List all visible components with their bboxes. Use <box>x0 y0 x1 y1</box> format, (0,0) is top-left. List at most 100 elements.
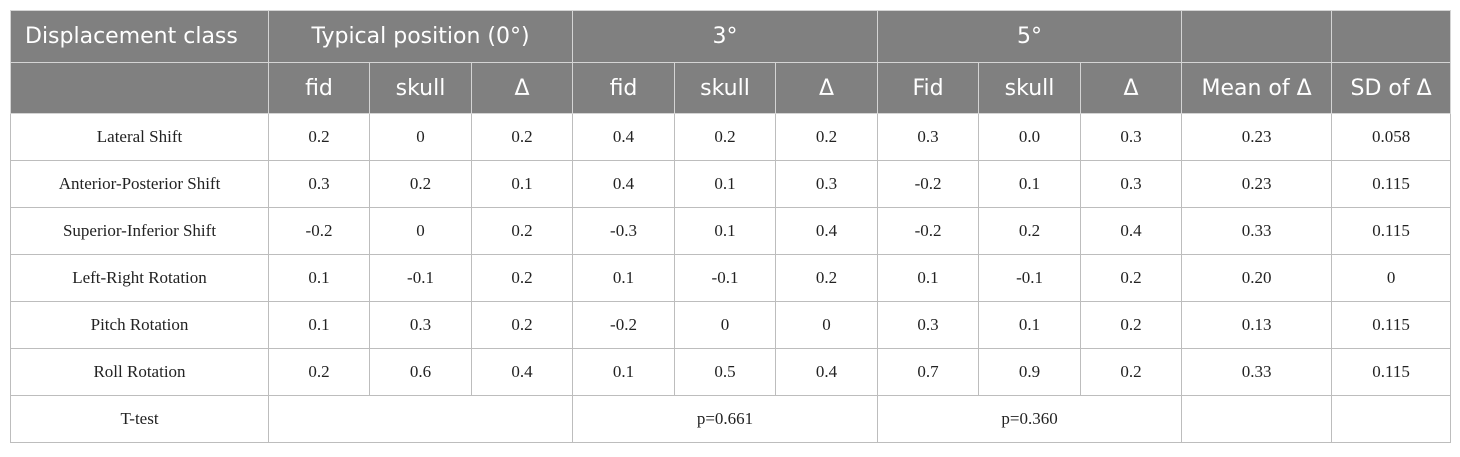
table-cell: 0.1 <box>978 301 1082 349</box>
table-cell: 0.2 <box>674 113 776 161</box>
ttest-p-3deg: p=0.661 <box>571 395 879 443</box>
table-cell: 0.4 <box>774 207 879 255</box>
table-row: Lateral Shift 0.2 0 0.2 0.4 0.2 0.2 0.3 0.0 0.3 0.… <box>10 113 1452 161</box>
subheader-fid: fid <box>572 62 675 114</box>
table-cell: -0.2 <box>572 301 675 349</box>
ttest-empty-0deg <box>268 395 573 443</box>
subheader-fid: Fid <box>877 62 980 114</box>
table-cell: 0.5 <box>674 348 776 396</box>
table-cell: 0 <box>369 207 472 255</box>
table-cell: 0.4 <box>471 348 573 396</box>
header-row-subcolumns: fid skull Δ fid skull Δ Fid skull Δ Mean… <box>10 62 1452 114</box>
row-label: Pitch Rotation <box>10 301 269 349</box>
table-cell: 0.2 <box>268 113 370 161</box>
table-cell: 0.2 <box>1080 254 1183 302</box>
table-row: Left-Right Rotation 0.1 -0.1 0.2 0.1 -0.1 0.2 0… <box>10 254 1452 302</box>
subheader-skull: skull <box>978 62 1082 114</box>
table-cell: 0.1 <box>877 254 980 302</box>
table-cell: 0.4 <box>572 160 675 208</box>
subheader-delta: Δ <box>774 62 879 114</box>
table-cell: 0.1 <box>268 254 370 302</box>
table-cell: 0 <box>774 301 879 349</box>
table-body: Lateral Shift 0.2 0 0.2 0.4 0.2 0.2 0.3 0.0 0.3 0.… <box>10 113 1452 443</box>
table-cell: 0.1 <box>471 160 573 208</box>
subheader-fid: fid <box>268 62 370 114</box>
table-cell: 0.4 <box>1080 207 1183 255</box>
subheader-skull: skull <box>674 62 776 114</box>
table-cell: 0.3 <box>1080 160 1183 208</box>
ttest-empty-mean <box>1181 395 1333 443</box>
table-cell: 0.33 <box>1181 348 1333 396</box>
table-cell: 0.2 <box>774 113 879 161</box>
table-cell: 0.3 <box>774 160 879 208</box>
table-cell: 0 <box>1331 254 1452 302</box>
table-cell: -0.1 <box>369 254 472 302</box>
ttest-p-5deg: p=0.360 <box>877 395 1183 443</box>
header-blank-label <box>10 62 269 114</box>
header-blank-sd <box>1331 10 1452 63</box>
displacement-table: Displacement class Typical position (0°)… <box>10 10 1452 443</box>
subheader-delta: Δ <box>1080 62 1183 114</box>
header-group-5deg: 5° <box>877 10 1183 63</box>
table-cell: 0.23 <box>1181 160 1333 208</box>
ttest-empty-sd <box>1331 395 1452 443</box>
row-label: Left-Right Rotation <box>10 254 269 302</box>
table-cell: 0.3 <box>268 160 370 208</box>
header-row-groups: Displacement class Typical position (0°)… <box>10 10 1452 63</box>
table-cell: 0.058 <box>1331 113 1452 161</box>
header-displacement-class: Displacement class <box>10 10 269 63</box>
table-cell: 0.2 <box>471 301 573 349</box>
table-cell: 0.7 <box>877 348 980 396</box>
table-cell: 0.23 <box>1181 113 1333 161</box>
table-cell: 0.1 <box>572 348 675 396</box>
table-cell: 0.20 <box>1181 254 1333 302</box>
ttest-row: T-test p=0.661 p=0.360 <box>10 395 1452 443</box>
header-group-3deg: 3° <box>571 10 879 63</box>
table-cell: 0.1 <box>674 207 776 255</box>
table-cell: 0.1 <box>572 254 675 302</box>
table-cell: 0.2 <box>471 254 573 302</box>
subheader-delta: Δ <box>471 62 573 114</box>
table-cell: -0.2 <box>877 160 980 208</box>
table-cell: 0.1 <box>268 301 370 349</box>
table-cell: 0.1 <box>674 160 776 208</box>
row-label: Roll Rotation <box>10 348 269 396</box>
ttest-label: T-test <box>10 395 269 443</box>
table-cell: 0.6 <box>369 348 472 396</box>
table-cell: 0.4 <box>774 348 879 396</box>
table-row: Superior-Inferior Shift -0.2 0 0.2 -0.3 0.1 0.… <box>10 207 1452 255</box>
row-label: Lateral Shift <box>10 113 269 161</box>
subheader-mean-delta: Mean of Δ <box>1181 62 1333 114</box>
table-cell: 0.3 <box>877 113 980 161</box>
table-cell: -0.1 <box>674 254 776 302</box>
table-cell: 0.3 <box>369 301 472 349</box>
table-cell: 0.1 <box>978 160 1082 208</box>
table-cell: 0.2 <box>774 254 879 302</box>
table-row: Roll Rotation 0.2 0.6 0.4 0.1 0.5 0.4 0.7 0.9 0.2… <box>10 348 1452 396</box>
table-cell: 0.115 <box>1331 348 1452 396</box>
row-label: Anterior-Posterior Shift <box>10 160 269 208</box>
table-cell: 0.2 <box>1080 301 1183 349</box>
table-cell: 0.2 <box>471 113 573 161</box>
table-cell: 0.2 <box>471 207 573 255</box>
table-cell: 0.115 <box>1331 207 1452 255</box>
header-blank-mean <box>1181 10 1333 63</box>
table-cell: 0.0 <box>978 113 1082 161</box>
table-cell: -0.2 <box>877 207 980 255</box>
table-cell: 0.33 <box>1181 207 1333 255</box>
table-cell: 0.3 <box>877 301 980 349</box>
table-cell: 0.4 <box>572 113 675 161</box>
row-label: Superior-Inferior Shift <box>10 207 269 255</box>
table-cell: -0.2 <box>268 207 370 255</box>
table-cell: 0.115 <box>1331 301 1452 349</box>
table-cell: 0.2 <box>268 348 370 396</box>
table-cell: 0.2 <box>1080 348 1183 396</box>
table-cell: 0.115 <box>1331 160 1452 208</box>
table-cell: 0 <box>674 301 776 349</box>
table-cell: 0 <box>369 113 472 161</box>
table-cell: 0.2 <box>369 160 472 208</box>
table-cell: 0.3 <box>1080 113 1183 161</box>
table-cell: 0.2 <box>978 207 1082 255</box>
header-group-0deg: Typical position (0°) <box>268 10 573 63</box>
table-cell: -0.3 <box>572 207 675 255</box>
